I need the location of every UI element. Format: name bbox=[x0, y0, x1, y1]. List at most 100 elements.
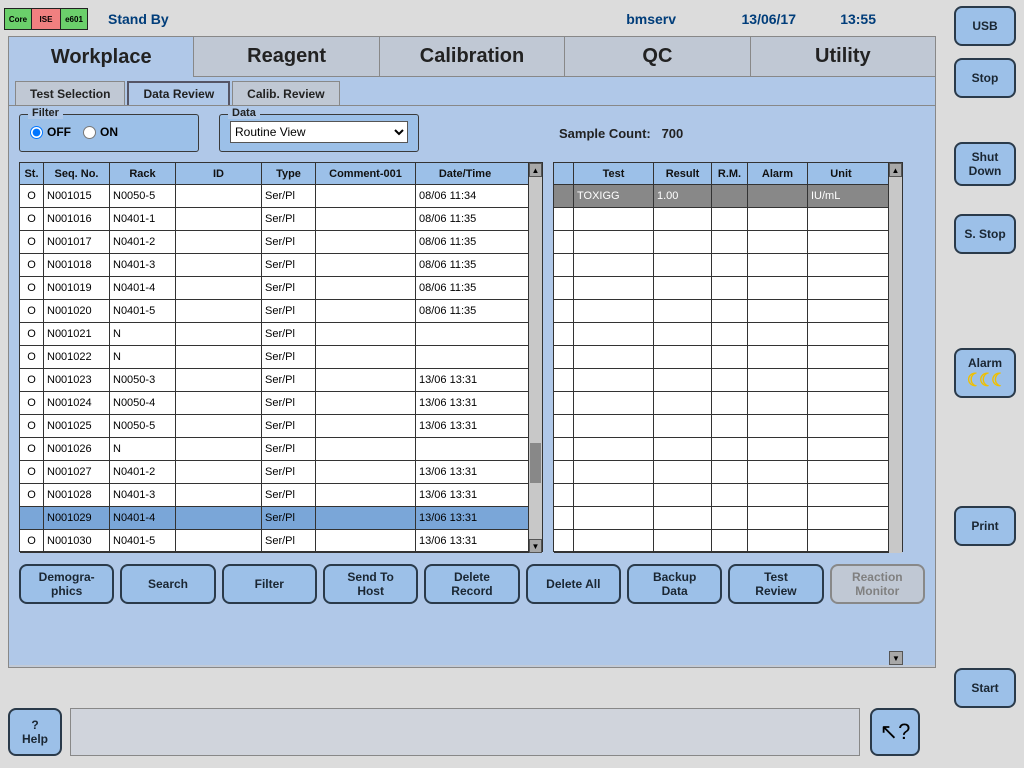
cell-unit bbox=[808, 530, 874, 552]
result-row[interactable]: TOXIGG1.00IU/mL bbox=[554, 185, 888, 208]
col-rm[interactable]: R.M. bbox=[712, 163, 748, 184]
sample-row[interactable]: ON001028N0401-3Ser/Pl13/06 13:31 bbox=[20, 484, 528, 507]
scroll-down-icon[interactable]: ▼ bbox=[889, 651, 903, 665]
result-row[interactable] bbox=[554, 231, 888, 254]
main-tab-utility[interactable]: Utility bbox=[751, 37, 935, 77]
result-row[interactable] bbox=[554, 254, 888, 277]
cell-blank bbox=[554, 507, 574, 529]
scroll-down-icon[interactable]: ▼ bbox=[529, 539, 542, 553]
sample-row[interactable]: ON001017N0401-2Ser/Pl08/06 11:35 bbox=[20, 231, 528, 254]
filter-off-input[interactable] bbox=[30, 126, 43, 139]
cell-type: Ser/Pl bbox=[262, 277, 316, 299]
col-type[interactable]: Type bbox=[262, 163, 316, 184]
result-row[interactable] bbox=[554, 507, 888, 530]
message-bar bbox=[70, 708, 860, 756]
sub-tab-test-selection[interactable]: Test Selection bbox=[15, 81, 125, 105]
main-tab-workplace[interactable]: Workplace bbox=[9, 37, 194, 77]
sample-row[interactable]: ON001020N0401-5Ser/Pl08/06 11:35 bbox=[20, 300, 528, 323]
sample-row[interactable]: N001029N0401-4Ser/Pl13/06 13:31 bbox=[20, 507, 528, 530]
sample-row[interactable]: ON001027N0401-2Ser/Pl13/06 13:31 bbox=[20, 461, 528, 484]
result-row[interactable] bbox=[554, 530, 888, 553]
action-search[interactable]: Search bbox=[120, 564, 215, 604]
col-result[interactable]: Result bbox=[654, 163, 712, 184]
sample-row[interactable]: ON001021NSer/Pl bbox=[20, 323, 528, 346]
filter-fieldset: Filter OFF ON bbox=[19, 114, 199, 152]
cell-rm bbox=[712, 484, 748, 506]
result-row[interactable] bbox=[554, 484, 888, 507]
cell-seq: N001016 bbox=[44, 208, 110, 230]
action-send-to-host[interactable]: Send ToHost bbox=[323, 564, 418, 604]
cell-alarm bbox=[748, 392, 808, 414]
filter-off-radio[interactable]: OFF bbox=[30, 125, 71, 139]
cell-dt: 13/06 13:31 bbox=[416, 369, 514, 391]
cell-blank bbox=[554, 277, 574, 299]
action-delete-record[interactable]: DeleteRecord bbox=[424, 564, 519, 604]
result-row[interactable] bbox=[554, 323, 888, 346]
result-row[interactable] bbox=[554, 277, 888, 300]
result-row[interactable] bbox=[554, 415, 888, 438]
result-row[interactable] bbox=[554, 392, 888, 415]
stop-button[interactable]: Stop bbox=[954, 58, 1016, 98]
cursor-help-button[interactable]: ↖? bbox=[870, 708, 920, 756]
sstop-button[interactable]: S. Stop bbox=[954, 214, 1016, 254]
main-tab-calibration[interactable]: Calibration bbox=[380, 37, 565, 77]
col-comment[interactable]: Comment-001 bbox=[316, 163, 416, 184]
col-datetime[interactable]: Date/Time bbox=[416, 163, 514, 184]
col-id[interactable]: ID bbox=[176, 163, 262, 184]
sample-row[interactable]: ON001026NSer/Pl bbox=[20, 438, 528, 461]
cell-id bbox=[176, 392, 262, 414]
alarm-button[interactable]: Alarm ☾☾☾ bbox=[954, 348, 1016, 398]
cell-test bbox=[574, 277, 654, 299]
cell-test bbox=[574, 461, 654, 483]
filter-on-radio[interactable]: ON bbox=[83, 125, 118, 139]
sample-row[interactable]: ON001016N0401-1Ser/Pl08/06 11:35 bbox=[20, 208, 528, 231]
result-row[interactable] bbox=[554, 461, 888, 484]
col-st[interactable]: St. bbox=[20, 163, 44, 184]
result-row[interactable] bbox=[554, 208, 888, 231]
scroll-up-icon[interactable]: ▲ bbox=[529, 163, 542, 177]
print-button[interactable]: Print bbox=[954, 506, 1016, 546]
data-view-select[interactable]: Routine View bbox=[230, 121, 408, 143]
sample-row[interactable]: ON001022NSer/Pl bbox=[20, 346, 528, 369]
usb-button[interactable]: USB bbox=[954, 6, 1016, 46]
action-backup-data[interactable]: BackupData bbox=[627, 564, 722, 604]
action-filter[interactable]: Filter bbox=[222, 564, 317, 604]
cell-test bbox=[574, 208, 654, 230]
cell-rm bbox=[712, 438, 748, 460]
main-tab-reagent[interactable]: Reagent bbox=[194, 37, 379, 77]
result-row[interactable] bbox=[554, 300, 888, 323]
cell-type: Ser/Pl bbox=[262, 461, 316, 483]
sub-tab-calib-review[interactable]: Calib. Review bbox=[232, 81, 339, 105]
scroll-thumb[interactable] bbox=[530, 443, 541, 483]
action-demogra-phics[interactable]: Demogra-phics bbox=[19, 564, 114, 604]
result-row[interactable] bbox=[554, 346, 888, 369]
sample-row[interactable]: ON001023N0050-3Ser/Pl13/06 13:31 bbox=[20, 369, 528, 392]
col-unit[interactable]: Unit bbox=[808, 163, 874, 184]
help-button[interactable]: ?Help bbox=[8, 708, 62, 756]
cell-result bbox=[654, 392, 712, 414]
samples-scrollbar[interactable]: ▲ ▼ bbox=[528, 163, 542, 553]
result-row[interactable] bbox=[554, 438, 888, 461]
col-rack[interactable]: Rack bbox=[110, 163, 176, 184]
main-tab-qc[interactable]: QC bbox=[565, 37, 750, 77]
sample-row[interactable]: ON001030N0401-5Ser/Pl13/06 13:31 bbox=[20, 530, 528, 553]
results-scrollbar[interactable]: ▲ ▼ bbox=[888, 163, 902, 553]
result-row[interactable] bbox=[554, 369, 888, 392]
col-seq[interactable]: Seq. No. bbox=[44, 163, 110, 184]
sample-row[interactable]: ON001024N0050-4Ser/Pl13/06 13:31 bbox=[20, 392, 528, 415]
sub-tab-data-review[interactable]: Data Review bbox=[127, 81, 230, 105]
start-button[interactable]: Start bbox=[954, 668, 1016, 708]
col-test[interactable]: Test bbox=[574, 163, 654, 184]
sample-row[interactable]: ON001015N0050-5Ser/Pl08/06 11:34 bbox=[20, 185, 528, 208]
cell-seq: N001023 bbox=[44, 369, 110, 391]
col-alarm[interactable]: Alarm bbox=[748, 163, 808, 184]
cell-type: Ser/Pl bbox=[262, 438, 316, 460]
action-delete-all[interactable]: Delete All bbox=[526, 564, 621, 604]
filter-on-input[interactable] bbox=[83, 126, 96, 139]
sample-row[interactable]: ON001018N0401-3Ser/Pl08/06 11:35 bbox=[20, 254, 528, 277]
action-test-review[interactable]: TestReview bbox=[728, 564, 823, 604]
sample-row[interactable]: ON001019N0401-4Ser/Pl08/06 11:35 bbox=[20, 277, 528, 300]
sample-row[interactable]: ON001025N0050-5Ser/Pl13/06 13:31 bbox=[20, 415, 528, 438]
shutdown-button[interactable]: Shut Down bbox=[954, 142, 1016, 186]
scroll-up-icon[interactable]: ▲ bbox=[889, 163, 902, 177]
